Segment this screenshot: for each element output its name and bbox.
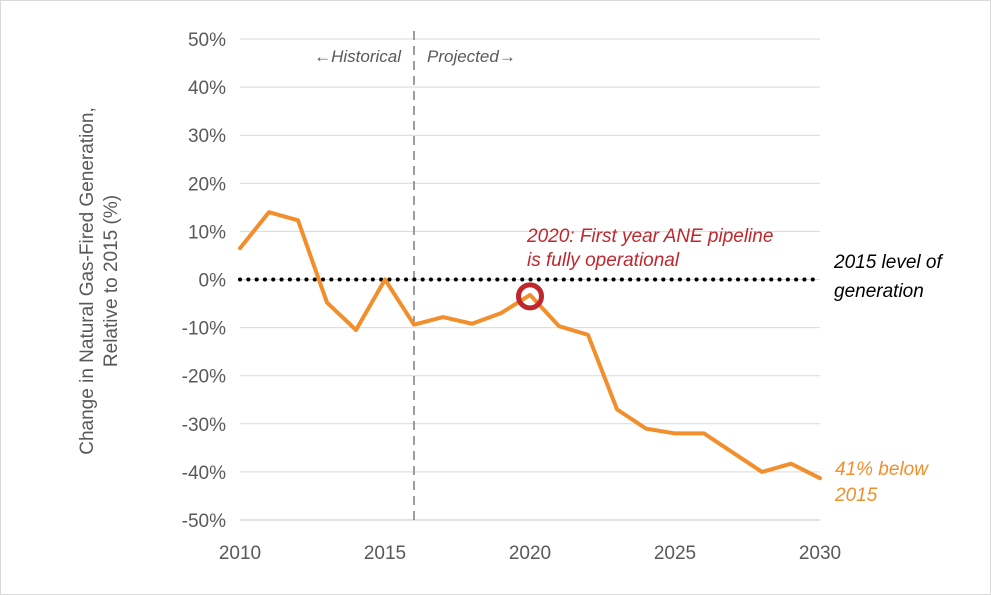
series-point: [557, 324, 561, 328]
series-point: [267, 210, 271, 214]
historical-label: ←Historical: [314, 47, 402, 66]
series-point: [760, 470, 764, 474]
projected-label: Projected→: [427, 47, 516, 66]
series-point: [238, 246, 242, 250]
y-tick-label: 10%: [188, 222, 226, 243]
y-tick-label: -30%: [182, 415, 226, 436]
highlight-annotation-line1: 2020: First year ANE pipeline: [526, 226, 773, 247]
reference-line-label-line2: generation: [834, 281, 924, 302]
x-tick-label: 2015: [364, 543, 406, 564]
series-point: [412, 323, 416, 327]
series-point: [644, 427, 648, 431]
y-axis-label-line1: Change in Natural Gas-Fired Generation,: [77, 107, 98, 454]
series-point: [354, 328, 358, 332]
series-point: [731, 451, 735, 455]
end-value-label-line2: 2015: [834, 485, 878, 506]
highlight-annotation-line2: is fully operational: [527, 250, 680, 271]
series-point: [615, 407, 619, 411]
series-point: [789, 462, 793, 466]
series-point: [586, 333, 590, 337]
series-point: [528, 293, 532, 297]
x-tick-label: 2020: [509, 543, 551, 564]
series-point: [470, 322, 474, 326]
x-tick-label: 2025: [654, 543, 696, 564]
series-point: [499, 311, 503, 315]
series-point: [325, 301, 329, 305]
y-tick-label: 30%: [188, 126, 226, 147]
y-axis-label-line2: Relative to 2015 (%): [101, 195, 122, 367]
x-tick-label: 2030: [799, 543, 841, 564]
y-tick-label: -50%: [182, 511, 226, 532]
x-tick-label: 2010: [219, 543, 261, 564]
series-point: [702, 431, 706, 435]
series-point: [673, 431, 677, 435]
y-tick-label: 0%: [199, 271, 227, 292]
y-tick-label: 40%: [188, 78, 226, 99]
y-tick-label: -40%: [182, 463, 226, 484]
series-point: [441, 315, 445, 319]
y-tick-label: 50%: [188, 30, 226, 51]
series-line: [238, 210, 822, 481]
highlight-marker-2020: [516, 282, 544, 311]
x-axis-tick-labels: 2010 2015 2020 2025 2030: [219, 543, 841, 564]
reference-line-label-line1: 2015 level of: [833, 252, 943, 273]
y-tick-label: -10%: [182, 319, 226, 340]
series-point: [296, 218, 300, 222]
end-value-label-line1: 41% below: [835, 459, 929, 480]
y-tick-label: -20%: [182, 367, 226, 388]
y-tick-label: 20%: [188, 174, 226, 195]
y-axis-tick-labels: 50% 40% 30% 20% 10% 0% -10% -20% -30% -40% -50%: [182, 30, 226, 532]
series-point: [383, 278, 387, 282]
series-point: [818, 476, 822, 480]
